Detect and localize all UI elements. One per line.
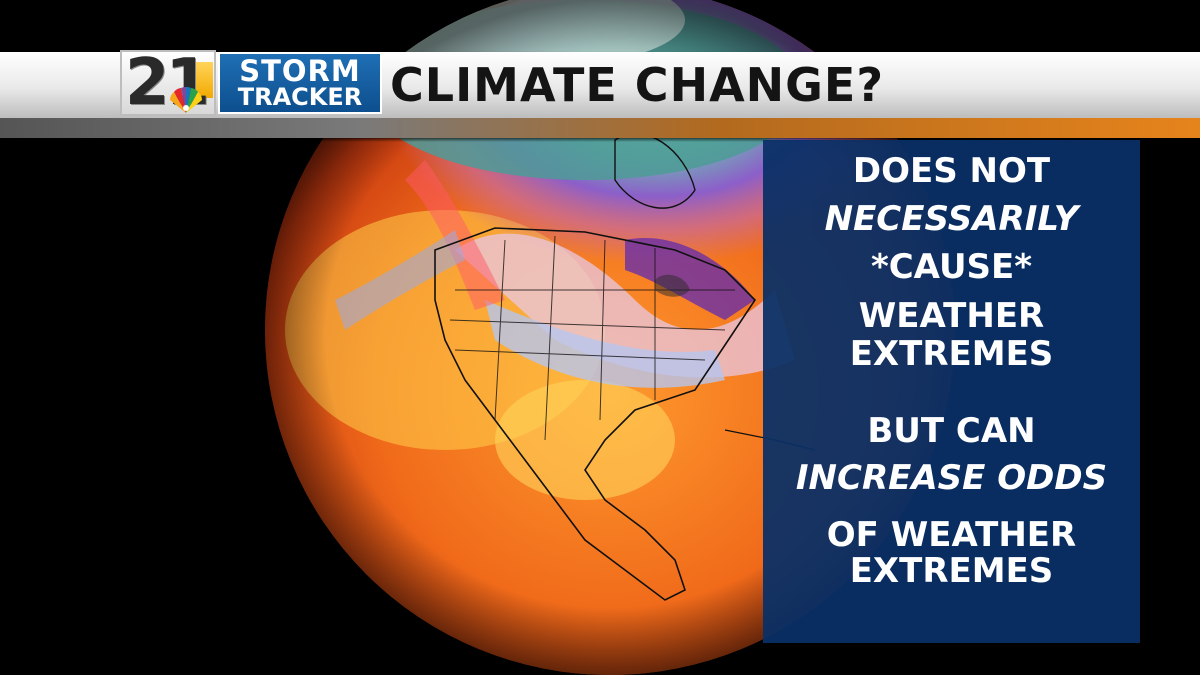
panel-line: OF WEATHER bbox=[826, 515, 1077, 555]
logo-storm-tracker-box: STORM TRACKER bbox=[218, 52, 382, 114]
logo-word-storm: STORM bbox=[239, 54, 361, 88]
info-panel: DOES NOT NECESSARILY *CAUSE* WEATHER EXT… bbox=[763, 140, 1140, 643]
station-logo: 21 STORM TRACKER bbox=[120, 46, 382, 120]
logo-gold-block bbox=[193, 62, 213, 98]
headline-title: CLIMATE CHANGE? bbox=[390, 58, 885, 112]
panel-line: DOES NOT bbox=[852, 151, 1051, 191]
logo-number: 21 bbox=[125, 46, 210, 120]
logo-number-box: 21 bbox=[120, 46, 216, 120]
panel-line: WEATHER bbox=[858, 296, 1045, 336]
banner-shadow bbox=[0, 138, 1200, 142]
panel-line: NECESSARILY bbox=[824, 199, 1079, 239]
panel-line: BUT CAN bbox=[867, 411, 1036, 451]
banner-accent-stripe bbox=[0, 118, 1200, 138]
panel-line: EXTREMES bbox=[849, 551, 1054, 591]
peacock-icon bbox=[170, 86, 202, 113]
panel-line: INCREASE ODDS bbox=[795, 458, 1108, 498]
logo-word-tracker: TRACKER bbox=[237, 83, 363, 111]
panel-line: EXTREMES bbox=[849, 334, 1054, 374]
panel-line: *CAUSE* bbox=[870, 247, 1033, 287]
